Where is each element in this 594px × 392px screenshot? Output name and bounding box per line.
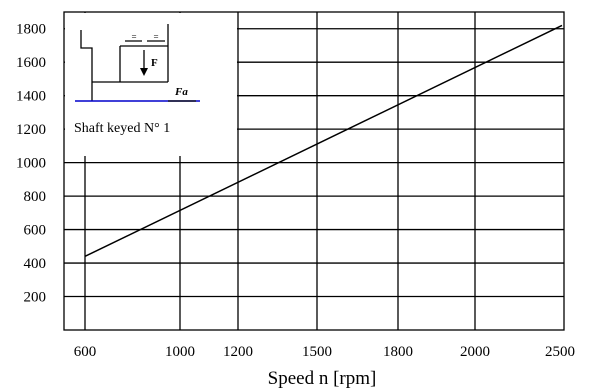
x-axis-label: Speed n [rpm]: [268, 368, 377, 389]
equal-mark-right: =: [153, 32, 158, 42]
x-tick-label: 2000: [460, 344, 490, 360]
force-arrow-head: [140, 68, 148, 76]
equal-mark-left: =: [131, 32, 136, 42]
y-tick-label: 1000: [16, 156, 46, 172]
inset-caption: Shaft keyed N° 1: [74, 121, 170, 136]
y-tick-label: 200: [24, 290, 47, 306]
x-axis-ticks: 600 1000 1200 1500 1800 2000 2500: [74, 344, 575, 360]
x-tick-label: 1500: [302, 344, 332, 360]
x-tick-label: 600: [74, 344, 97, 360]
x-tick-label: 1200: [223, 344, 253, 360]
y-tick-label: 1600: [16, 55, 46, 71]
series-line: [84, 24, 563, 258]
y-axis-ticks: 200 400 600 800 1000 1200 1400 1600 1800: [16, 22, 46, 306]
inset-diagram: F Fa = = Shaft keyed N° 1: [65, 13, 237, 156]
y-tick-label: 1400: [16, 89, 46, 105]
y-tick-label: 800: [24, 189, 47, 205]
y-tick-label: 1200: [16, 122, 46, 138]
plot-frame: [63, 11, 565, 331]
x-tick-label: 2500: [545, 344, 575, 360]
housing-outline: [80, 30, 93, 101]
series: [84, 24, 563, 258]
axial-force-label: Fa: [174, 86, 188, 98]
x-tick-label: 1800: [383, 344, 413, 360]
force-label: F: [151, 57, 158, 69]
x-tick-label: 1000: [165, 344, 195, 360]
y-tick-label: 1800: [16, 22, 46, 38]
y-tick-label: 600: [24, 223, 47, 239]
y-tick-label: 400: [24, 256, 47, 272]
shaft-schematic: [75, 24, 200, 102]
inset-background: [65, 13, 237, 156]
